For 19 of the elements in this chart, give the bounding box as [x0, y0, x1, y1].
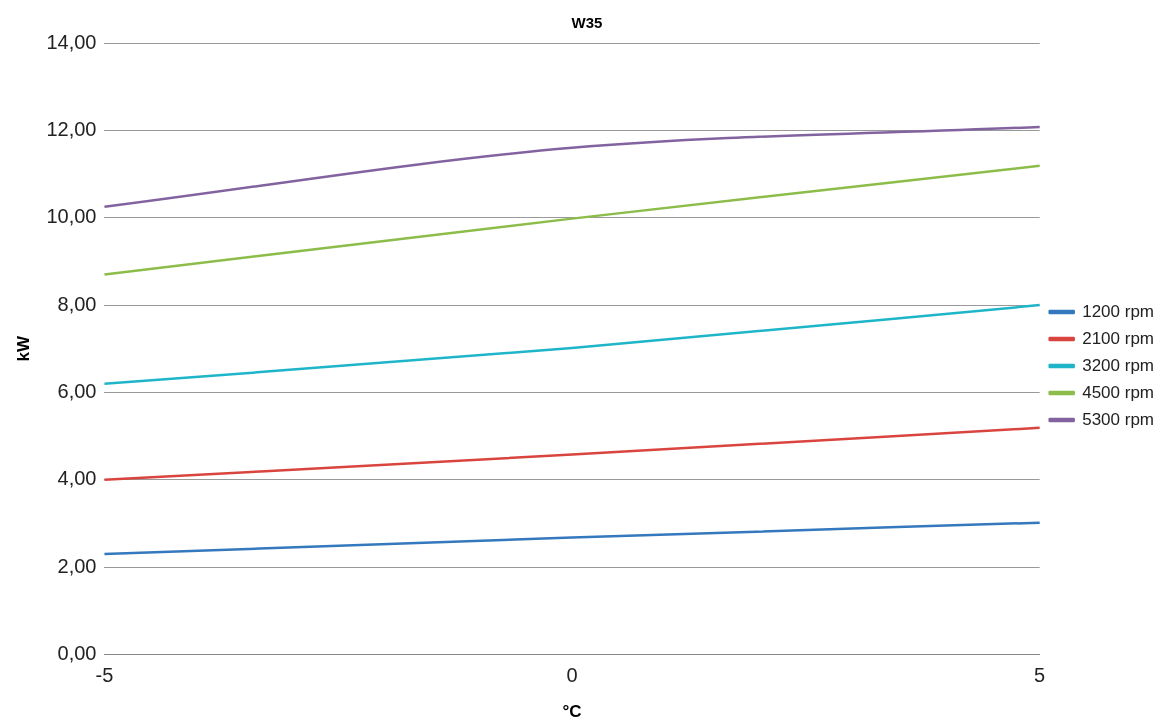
y-axis-title: kW — [13, 335, 33, 362]
legend-label: 1200 rpm — [1082, 301, 1155, 321]
legend-label: 3200 rpm — [1082, 355, 1155, 375]
x-tick-label: 5 — [1034, 664, 1046, 687]
y-tick-label: 4,00 — [57, 467, 97, 490]
y-tick-label: 2,00 — [57, 554, 97, 577]
chart-title: W35 — [571, 14, 603, 32]
y-tick-label: 12,00 — [46, 117, 97, 140]
y-tick-label: 10,00 — [46, 205, 97, 228]
y-tick-label: 0,00 — [57, 642, 97, 665]
x-tick-label: -5 — [95, 664, 114, 687]
legend-label: 4500 rpm — [1082, 382, 1155, 402]
y-tick-label: 6,00 — [57, 380, 97, 402]
x-axis-title: °C — [562, 702, 582, 722]
x-tick-label: 0 — [566, 664, 578, 687]
legend-label: 2100 rpm — [1082, 328, 1155, 348]
legend-label: 5300 rpm — [1082, 409, 1155, 429]
y-tick-label: 8,00 — [57, 292, 97, 315]
y-tick-label: 14,00 — [46, 30, 97, 53]
